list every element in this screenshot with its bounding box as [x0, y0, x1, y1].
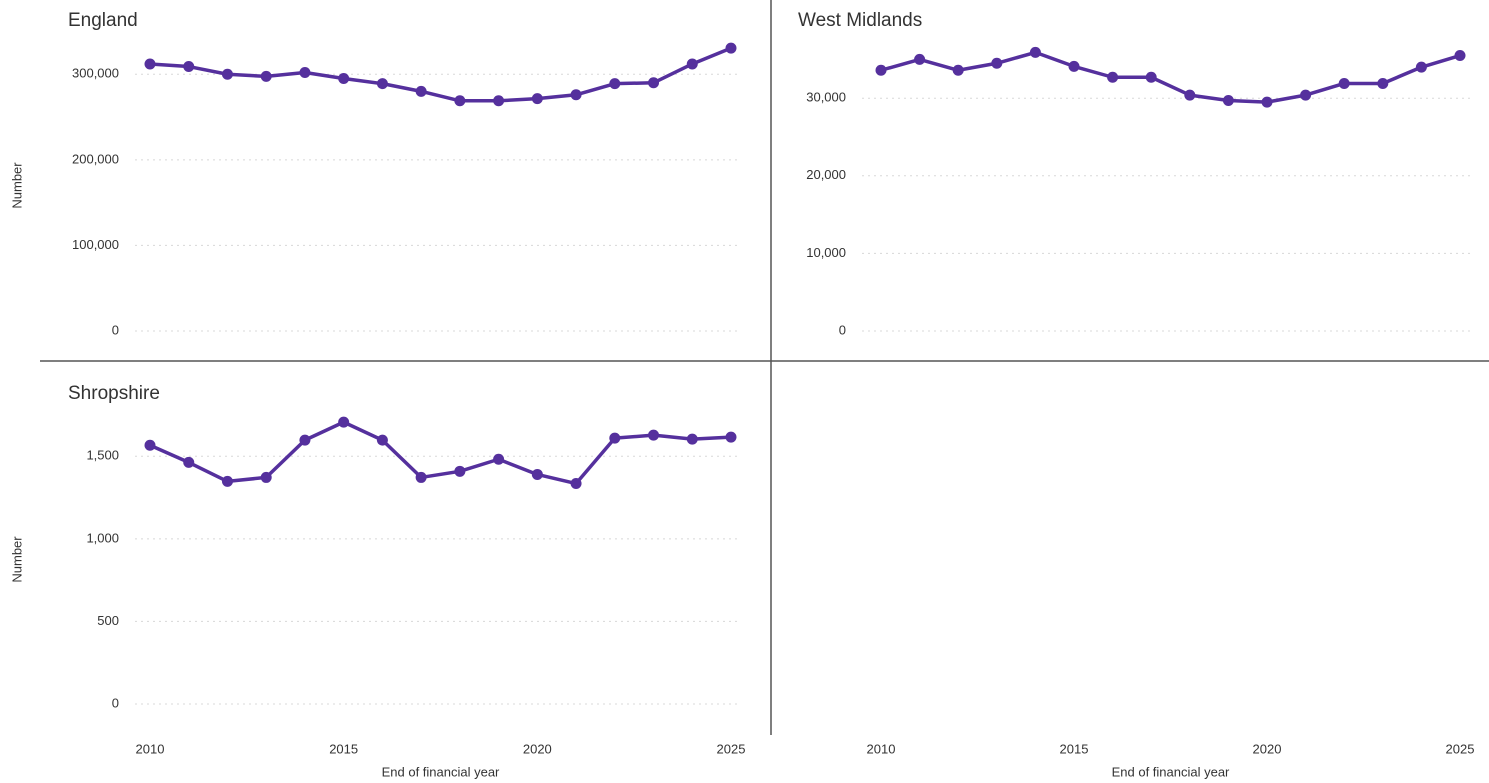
- y-tick-label: 20,000: [806, 167, 846, 182]
- data-point: [1415, 61, 1427, 73]
- data-point: [648, 429, 660, 441]
- data-point: [454, 465, 466, 477]
- panel-title: Shropshire: [68, 383, 160, 404]
- x-tick-label: 2020: [523, 741, 552, 756]
- x-tick-label: 2010: [136, 741, 165, 756]
- data-point: [875, 64, 887, 76]
- panel-title: England: [68, 10, 138, 31]
- y-axis-label: Number: [9, 162, 24, 209]
- data-point: [299, 434, 311, 446]
- x-tick-label: 2015: [329, 741, 358, 756]
- data-point: [686, 58, 698, 70]
- data-point: [221, 68, 233, 80]
- data-point: [914, 53, 926, 65]
- data-point: [1184, 89, 1196, 101]
- x-tick-label: 2020: [1253, 741, 1282, 756]
- y-tick-label: 100,000: [72, 237, 119, 252]
- panel-title: West Midlands: [798, 10, 922, 31]
- data-point: [454, 95, 466, 107]
- data-point: [570, 478, 582, 490]
- series-line: [880, 50, 1461, 104]
- data-point: [260, 471, 272, 483]
- data-point: [376, 434, 388, 446]
- data-point: [1261, 96, 1273, 108]
- data-point: [609, 432, 621, 444]
- data-point: [338, 416, 350, 428]
- data-point: [648, 77, 660, 89]
- y-tick-label: 30,000: [806, 90, 846, 105]
- data-point: [260, 70, 272, 82]
- x-tick-label: 2025: [1446, 741, 1475, 756]
- data-point: [415, 471, 427, 483]
- data-point: [183, 456, 195, 468]
- y-tick-label: 500: [97, 613, 119, 628]
- x-tick-label: 2010: [867, 741, 896, 756]
- y-tick-label: 1,500: [86, 448, 119, 463]
- data-point: [570, 89, 582, 101]
- data-point: [493, 453, 505, 465]
- data-point: [1377, 77, 1389, 89]
- y-tick-label: 1,000: [86, 530, 119, 545]
- data-point: [725, 42, 737, 54]
- data-point: [952, 64, 964, 76]
- x-axis-label: End of financial year: [1112, 764, 1230, 779]
- series-line: [149, 420, 732, 486]
- data-point: [144, 439, 156, 451]
- data-point: [1338, 77, 1350, 89]
- data-point: [1454, 50, 1466, 62]
- data-point: [1145, 71, 1157, 83]
- x-tick-label: 2015: [1060, 741, 1089, 756]
- y-tick-label: 10,000: [806, 245, 846, 260]
- x-tick-label: 2025: [717, 741, 746, 756]
- data-point: [531, 93, 543, 105]
- y-axis-label: Number: [9, 536, 24, 583]
- data-point: [493, 95, 505, 107]
- y-tick-label: 300,000: [72, 66, 119, 81]
- data-point: [991, 57, 1003, 69]
- data-point: [183, 61, 195, 73]
- data-point: [1029, 46, 1041, 58]
- data-point: [299, 67, 311, 79]
- x-axis-label: End of financial year: [382, 764, 500, 779]
- data-point: [609, 78, 621, 90]
- data-point: [1222, 95, 1234, 107]
- data-point: [415, 85, 427, 97]
- data-point: [531, 468, 543, 480]
- data-point: [1068, 60, 1080, 72]
- data-point: [338, 73, 350, 85]
- data-point: [1300, 89, 1312, 101]
- data-point: [376, 78, 388, 90]
- data-point: [144, 58, 156, 70]
- y-tick-label: 0: [112, 695, 119, 710]
- y-tick-label: 200,000: [72, 151, 119, 166]
- data-point: [725, 431, 737, 443]
- series-line: [149, 46, 732, 103]
- y-tick-label: 0: [112, 322, 119, 337]
- data-point: [221, 475, 233, 487]
- y-tick-label: 0: [839, 322, 846, 337]
- data-point: [1107, 71, 1119, 83]
- data-point: [686, 433, 698, 445]
